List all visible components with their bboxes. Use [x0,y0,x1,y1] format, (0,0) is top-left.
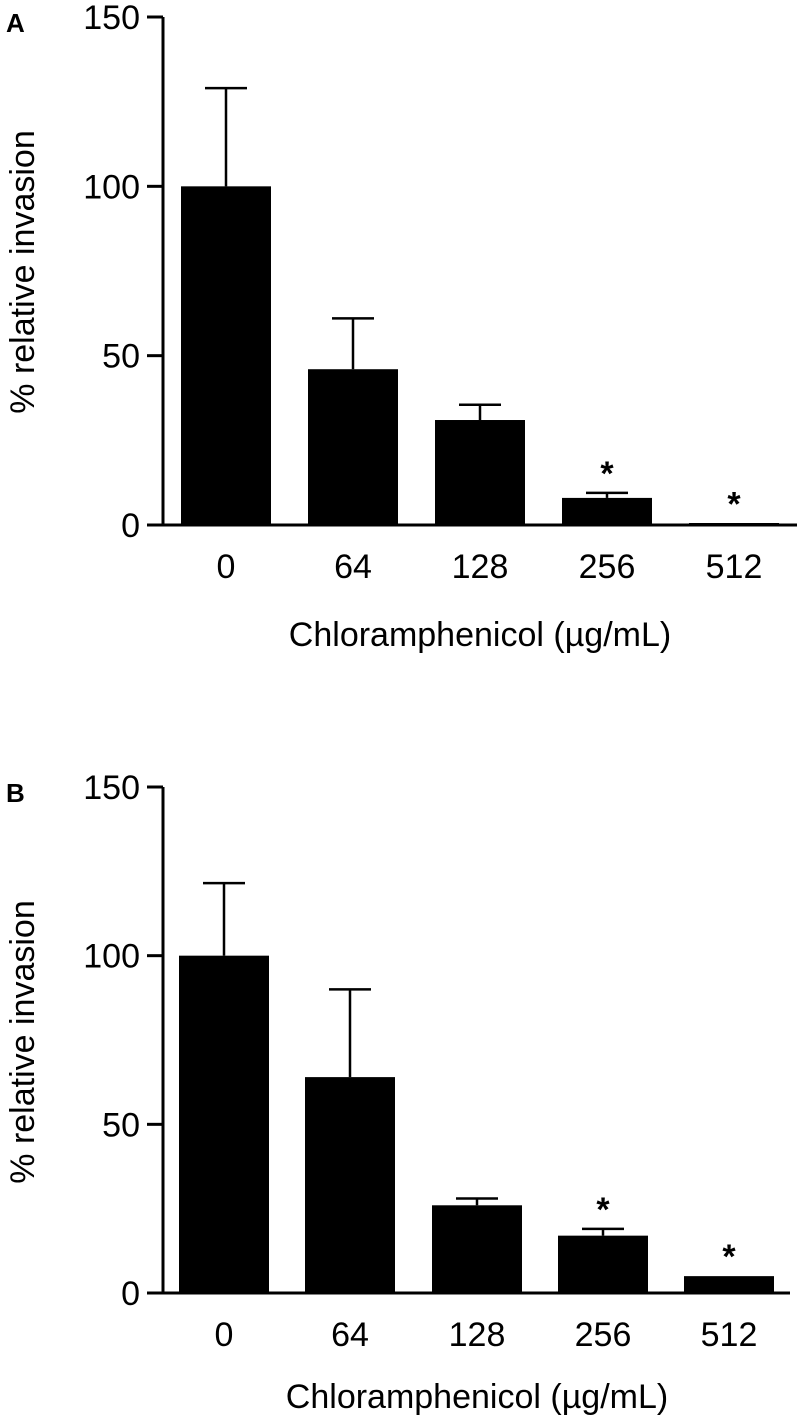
y-tick-label-b-100: 100 [83,938,140,976]
significance-marker-a-512: * [727,485,741,523]
y-axis-label-b: % relative invasion [4,900,42,1183]
x-tick-label-a-64: 64 [334,548,372,586]
x-tick-label-a-128: 128 [452,548,509,586]
panel-label-b: B [6,778,25,808]
y-tick-label-a-50: 50 [102,338,140,376]
bar-a-0 [181,186,271,526]
y-tick-label-b-150: 150 [83,769,140,807]
bar-a-256 [562,497,652,525]
y-tick-label-b-50: 50 [102,1106,140,1144]
significance-marker-b-512: * [722,1238,736,1276]
x-tick-label-b-128: 128 [449,1316,506,1354]
y-tick-label-a-150: 150 [83,0,140,37]
x-tick-label-a-256: 256 [579,548,636,586]
x-tick-label-b-64: 64 [331,1316,369,1354]
y-tick-label-a-0: 0 [121,507,140,545]
chart-panel-a: A % relative invasion Chloramphenicol (µ… [4,0,797,654]
x-tick-label-a-0: 0 [217,548,236,586]
chart-marks-b: * * 0 50 100 150 0 64 128 256 512 [83,769,790,1354]
panel-label-a: A [6,8,25,38]
bar-b-256 [558,1235,648,1293]
x-tick-label-b-512: 512 [701,1316,758,1354]
x-axis-label-a: Chloramphenicol (µg/mL) [289,616,671,654]
y-axis-label-a: % relative invasion [4,130,42,413]
chart-marks-a: * * 0 50 100 150 0 64 128 256 512 [83,0,797,586]
bar-b-64 [305,1077,395,1293]
x-tick-label-a-512: 512 [706,548,763,586]
bar-b-128 [432,1205,522,1293]
y-tick-label-b-0: 0 [121,1275,140,1313]
significance-marker-b-256: * [596,1191,610,1229]
x-axis-label-b: Chloramphenicol (µg/mL) [286,1378,668,1416]
bar-b-512 [684,1276,774,1293]
x-tick-label-b-256: 256 [575,1316,632,1354]
bar-a-128 [435,420,525,525]
bar-b-0 [179,955,269,1293]
y-tick-label-a-100: 100 [83,168,140,206]
significance-marker-a-256: * [600,455,614,493]
chart-panel-b: B % relative invasion Chloramphenicol (µ… [4,769,790,1416]
x-tick-label-b-0: 0 [215,1316,234,1354]
bar-a-64 [308,369,398,525]
